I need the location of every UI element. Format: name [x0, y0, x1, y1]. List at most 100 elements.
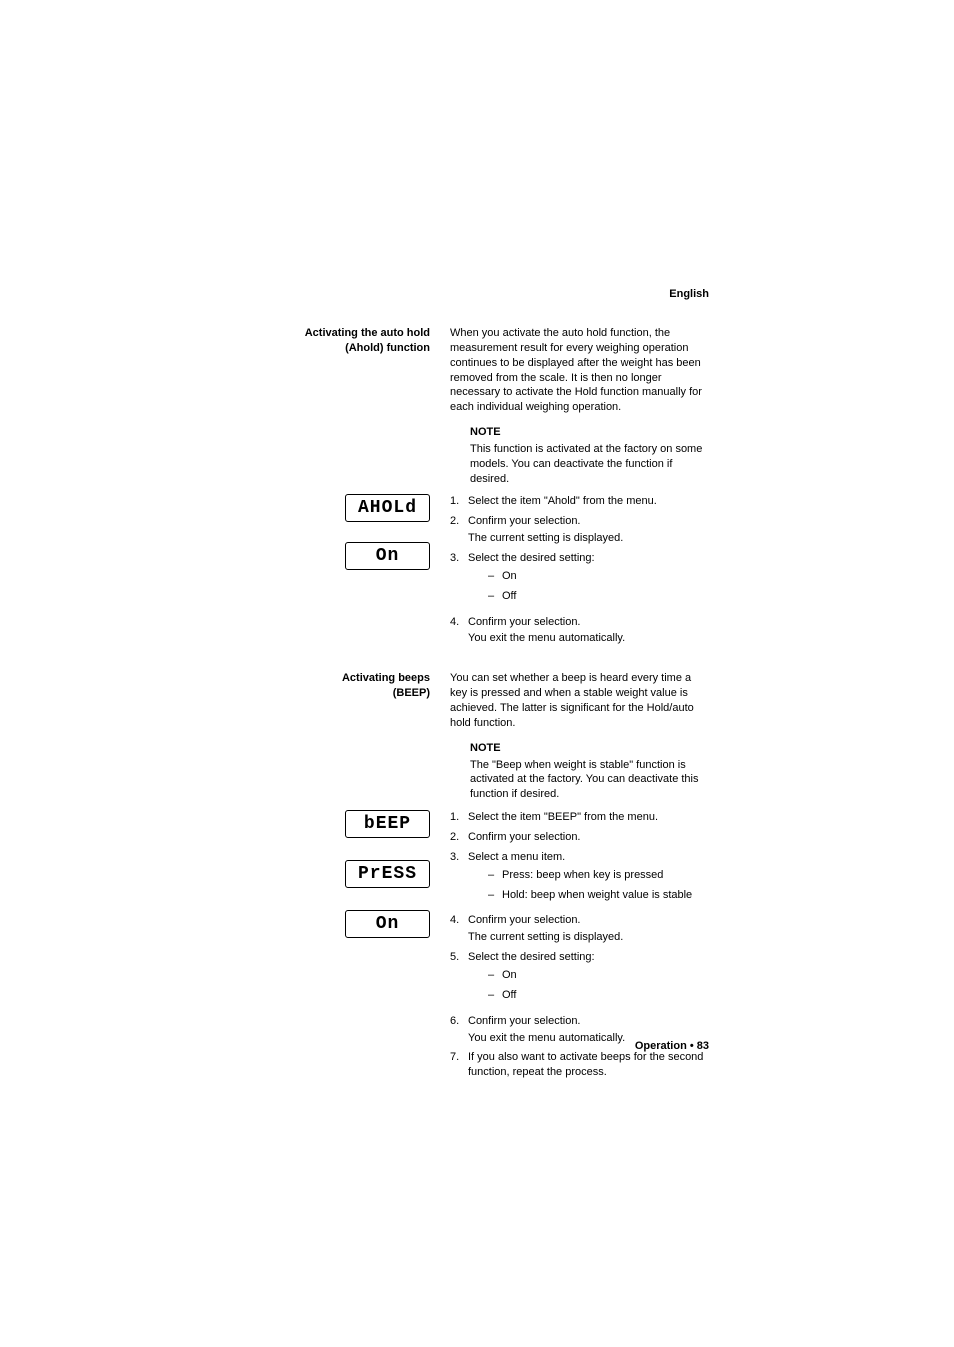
lcd-press-text: PrESS — [354, 864, 421, 884]
page-footer: Operation • 83 — [635, 1040, 709, 1052]
ahold-step-2: 2. Confirm your selection. The current s… — [450, 514, 709, 546]
step-number: 3. — [450, 850, 468, 909]
dash-icon: – — [488, 988, 502, 1003]
option-text: Off — [502, 988, 516, 1003]
step-main: Confirm your selection. — [468, 515, 581, 527]
lcd-on-1: On — [345, 542, 430, 570]
beep-step-2: 2. Confirm your selection. — [450, 830, 709, 845]
step-text: If you also want to activate beeps for t… — [468, 1050, 709, 1080]
lcd-on-2-text: On — [354, 914, 421, 934]
beep-step-3: 3. Select a menu item. –Press: beep when… — [450, 850, 709, 909]
section-ahold-steps: AHOLd On 1. Select the item "Ahold" from… — [245, 494, 709, 651]
option-off: –Off — [488, 589, 709, 604]
lcd-press: PrESS — [345, 860, 430, 888]
step-number: 1. — [450, 810, 468, 825]
ahold-note-body: This function is activated at the factor… — [470, 442, 709, 487]
ahold-note-heading: NOTE — [470, 425, 709, 440]
beep-note-block: NOTE The "Beep when weight is stable" fu… — [450, 741, 709, 802]
step-main: Confirm your selection. — [468, 914, 581, 926]
option-press: –Press: beep when key is pressed — [488, 868, 709, 883]
lcd-ahold-text: AHOLd — [354, 498, 421, 518]
dash-icon: – — [488, 589, 502, 604]
right-column-ahold-steps: 1. Select the item "Ahold" from the menu… — [450, 494, 709, 651]
step-sub: The current setting is displayed. — [468, 930, 709, 945]
lcd-container-beep: bEEP PrESS On — [345, 810, 430, 950]
step-number: 7. — [450, 1050, 468, 1080]
left-column-ahold: Activating the auto hold (Ahold) functio… — [245, 326, 450, 494]
step-number: 2. — [450, 830, 468, 845]
option-hold: –Hold: beep when weight value is stable — [488, 888, 709, 903]
ahold-step-1: 1. Select the item "Ahold" from the menu… — [450, 494, 709, 509]
step-main: Confirm your selection. — [468, 1015, 581, 1027]
section-beep: Activating beeps (BEEP) You can set whet… — [245, 671, 709, 810]
step-text: Confirm your selection. The current sett… — [468, 913, 709, 945]
step-number: 1. — [450, 494, 468, 509]
right-column-beep: You can set whether a beep is heard ever… — [450, 671, 709, 810]
dash-icon: – — [488, 569, 502, 584]
header-language: English — [245, 288, 709, 300]
step-number: 6. — [450, 1014, 468, 1046]
step-number: 5. — [450, 950, 468, 1009]
beep-step-5: 5. Select the desired setting: –On –Off — [450, 950, 709, 1009]
beep-heading: Activating beeps (BEEP) — [342, 671, 430, 701]
left-column-ahold-lcd: AHOLd On — [245, 494, 450, 651]
ahold-heading-line2: (Ahold) function — [305, 341, 430, 356]
step-number: 4. — [450, 615, 468, 647]
lcd-on-2: On — [345, 910, 430, 938]
lcd-ahold: AHOLd — [345, 494, 430, 522]
ahold-note-block: NOTE This function is activated at the f… — [450, 425, 709, 486]
dash-icon: – — [488, 968, 502, 983]
beep-step-1: 1. Select the item "BEEP" from the menu. — [450, 810, 709, 825]
section-ahold: Activating the auto hold (Ahold) functio… — [245, 326, 709, 494]
step-text: Confirm your selection. — [468, 830, 709, 845]
page-container: English Activating the auto hold (Ahold)… — [0, 0, 954, 1085]
option-text: On — [502, 569, 517, 584]
step-main: Select the desired setting: — [468, 951, 595, 963]
beep-step-7: 7. If you also want to activate beeps fo… — [450, 1050, 709, 1080]
step-text: Select the desired setting: –On –Off — [468, 551, 709, 610]
lcd-container-ahold: AHOLd On — [345, 494, 430, 582]
beep-onoff-options: –On –Off — [468, 968, 709, 1004]
step-text: Confirm your selection. You exit the men… — [468, 615, 709, 647]
ahold-heading: Activating the auto hold (Ahold) functio… — [305, 326, 430, 356]
option-on: –On — [488, 968, 709, 983]
step-main: Select the desired setting: — [468, 552, 595, 564]
lcd-on-1-text: On — [354, 546, 421, 566]
step-number: 4. — [450, 913, 468, 945]
step-sub: The current setting is displayed. — [468, 531, 709, 546]
step-text: Select a menu item. –Press: beep when ke… — [468, 850, 709, 909]
option-on: –On — [488, 569, 709, 584]
option-text: Off — [502, 589, 516, 604]
ahold-step-4: 4. Confirm your selection. You exit the … — [450, 615, 709, 647]
left-column-beep-lcd: bEEP PrESS On — [245, 810, 450, 1085]
option-text: Press: beep when key is pressed — [502, 868, 663, 883]
beep-note-heading: NOTE — [470, 741, 709, 756]
beep-heading-line1: Activating beeps — [342, 671, 430, 686]
dash-icon: – — [488, 888, 502, 903]
step-main: Select a menu item. — [468, 851, 565, 863]
beep-step-4: 4. Confirm your selection. The current s… — [450, 913, 709, 945]
ahold-intro: When you activate the auto hold function… — [450, 326, 709, 415]
beep-heading-line2: (BEEP) — [342, 686, 430, 701]
step-text: Select the item "BEEP" from the menu. — [468, 810, 709, 825]
step-number: 2. — [450, 514, 468, 546]
dash-icon: – — [488, 868, 502, 883]
left-column-beep: Activating beeps (BEEP) — [245, 671, 450, 810]
ahold-step-3: 3. Select the desired setting: –On –Off — [450, 551, 709, 610]
ahold-options: –On –Off — [468, 569, 709, 605]
ahold-step-list: 1. Select the item "Ahold" from the menu… — [450, 494, 709, 646]
step-text: Select the desired setting: –On –Off — [468, 950, 709, 1009]
lcd-beep-text: bEEP — [354, 814, 421, 834]
step-sub: You exit the menu automatically. — [468, 631, 709, 646]
step-main: Confirm your selection. — [468, 616, 581, 628]
ahold-heading-line1: Activating the auto hold — [305, 326, 430, 341]
step-text: Select the item "Ahold" from the menu. — [468, 494, 709, 509]
option-text: Hold: beep when weight value is stable — [502, 888, 692, 903]
step-number: 3. — [450, 551, 468, 610]
beep-options: –Press: beep when key is pressed –Hold: … — [468, 868, 709, 904]
lcd-beep: bEEP — [345, 810, 430, 838]
right-column-ahold: When you activate the auto hold function… — [450, 326, 709, 494]
beep-intro: You can set whether a beep is heard ever… — [450, 671, 709, 730]
option-text: On — [502, 968, 517, 983]
option-off: –Off — [488, 988, 709, 1003]
